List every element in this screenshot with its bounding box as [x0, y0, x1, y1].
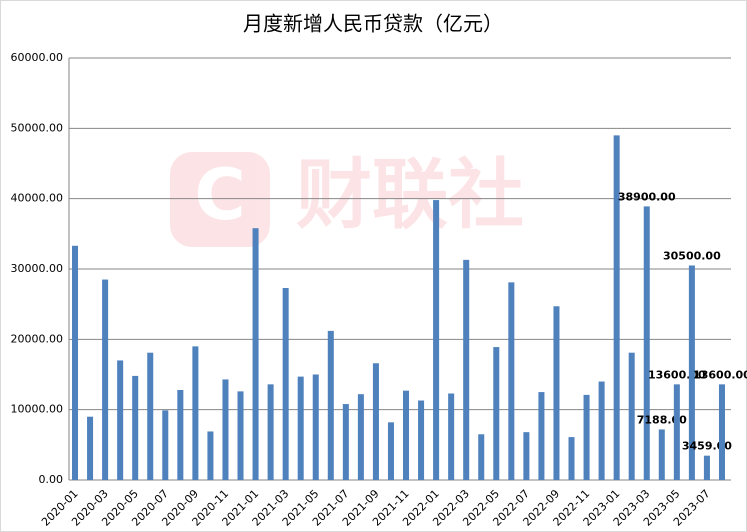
- bar: [613, 135, 620, 480]
- bar: [643, 206, 650, 481]
- y-tick-label: 0.00: [39, 473, 64, 486]
- bar: [162, 410, 169, 480]
- bar: [508, 282, 515, 480]
- bar: [342, 404, 349, 480]
- bar: [718, 384, 725, 480]
- y-tick-label: 40000.00: [11, 192, 64, 205]
- watermark: 财联社: [296, 150, 524, 239]
- bar: [297, 376, 304, 480]
- bar: [327, 330, 334, 480]
- bar: [357, 394, 364, 480]
- bar: [673, 384, 680, 480]
- bar: [387, 422, 394, 480]
- bar: [553, 306, 560, 480]
- bar: [703, 455, 710, 480]
- bar: [267, 384, 274, 480]
- bar: [222, 379, 229, 480]
- bar: [282, 287, 289, 480]
- y-tick-label: 10000.00: [11, 403, 64, 416]
- bar: [87, 416, 94, 480]
- bar: [658, 429, 665, 480]
- bar: [177, 389, 184, 480]
- bar: [372, 363, 379, 480]
- bar: [192, 346, 199, 480]
- bar: [463, 259, 470, 480]
- value-label: 30500.00: [663, 249, 721, 262]
- bar: [102, 279, 109, 480]
- bar: [538, 392, 545, 480]
- y-tick-label: 60000.00: [11, 51, 64, 64]
- y-tick-label: 30000.00: [11, 262, 64, 275]
- svg-text:C: C: [194, 154, 245, 236]
- value-label: 13600.00: [693, 368, 747, 381]
- bar: [207, 431, 214, 480]
- bar: [493, 347, 500, 480]
- bar: [568, 437, 575, 480]
- bar: [418, 400, 425, 480]
- bar: [433, 200, 440, 480]
- bar: [72, 245, 79, 480]
- bar: [132, 375, 139, 480]
- y-tick-label: 50000.00: [11, 121, 64, 134]
- bar: [523, 432, 530, 480]
- y-tick-label: 20000.00: [11, 332, 64, 345]
- bar: [598, 381, 605, 480]
- bar: [312, 374, 319, 480]
- bar: [583, 394, 590, 480]
- bar: [403, 390, 410, 480]
- bar: [478, 434, 485, 480]
- bar: [237, 391, 244, 480]
- value-label: 38900.00: [618, 190, 676, 203]
- chart-title: 月度新增人民币贷款（亿元）: [243, 12, 503, 36]
- bar: [448, 393, 455, 480]
- bar: [117, 360, 124, 480]
- bar: [688, 265, 695, 480]
- bar: [628, 352, 635, 480]
- watermark-logo: C: [170, 152, 270, 247]
- bar: [252, 228, 259, 480]
- bar: [147, 352, 154, 480]
